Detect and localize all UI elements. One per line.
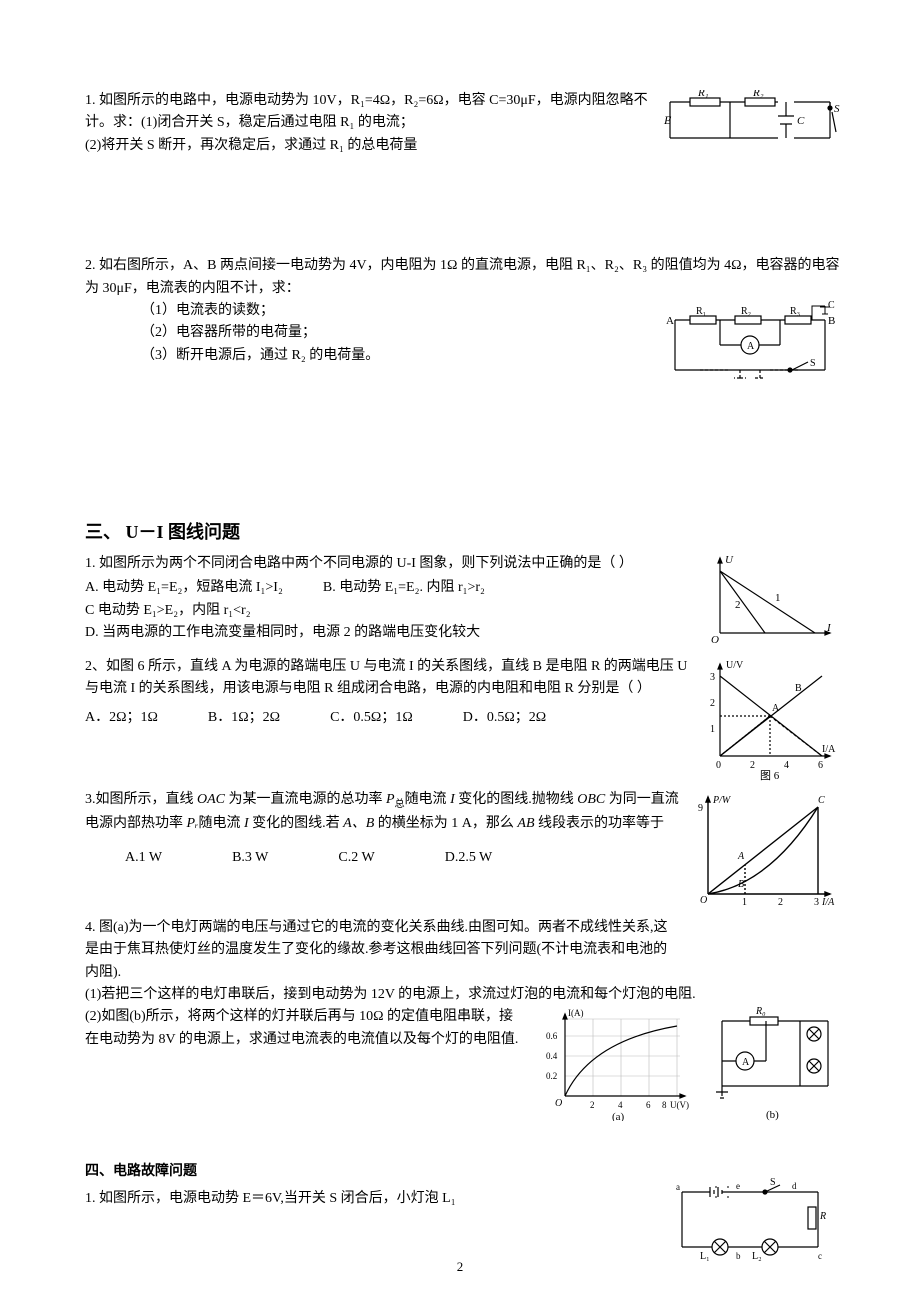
chart-line1: 1	[775, 592, 781, 604]
question-3-3: P/W I/A 9 A B C O 1 2 3 3.如图所示，直线 OAC 为某…	[85, 789, 840, 909]
R0: R₀	[755, 1006, 766, 1017]
t1: 1	[710, 724, 715, 735]
q1-line1: 1. 如图所示的电路中，电源电动势为 10V，R₁=4Ω，R₂=6Ω，电容 C=…	[85, 93, 648, 130]
question-3-2: U/V I/A 3 2 1 2 4 6 0 A B 图 6 2、如图 6 所示，…	[85, 656, 840, 781]
chart-U: U	[725, 554, 734, 566]
chart-line2: 2	[735, 599, 741, 611]
q33-C: C.2 W	[338, 847, 374, 869]
xlab: I/A	[821, 897, 835, 908]
pt-e: e	[736, 1181, 740, 1191]
section-3-title: 三、 U－I 图线问题	[85, 518, 840, 547]
label-Ameter: A	[747, 341, 755, 352]
x4: 4	[784, 760, 789, 771]
label-R2: R₂	[741, 306, 751, 317]
q1-line2: (2)将开关 S 断开，再次稳定后，求通过 R₁ 的总电荷量	[85, 138, 417, 153]
t3: 3	[710, 672, 715, 683]
capb: (b)	[766, 1109, 779, 1121]
q33-B: B.3 W	[232, 847, 268, 869]
x2: 2	[778, 897, 783, 908]
q2-circuit-diagram: A B R₁ R₂ R₃ C A S	[660, 300, 840, 400]
lbl-S: S	[770, 1177, 776, 1188]
x3: 3	[814, 897, 819, 908]
label-E: E	[663, 113, 672, 127]
cap: 图 6	[760, 769, 780, 781]
page-number: 2	[0, 1257, 920, 1278]
q2-sub3: （3）断开电源后，通过 R₂ 的电荷量。	[141, 345, 640, 367]
label-C: C	[797, 115, 805, 127]
x4: 4	[618, 1100, 623, 1110]
label-S: S	[810, 358, 816, 369]
Am: A	[742, 1057, 750, 1068]
question-2: 2. 如右图所示，A、B 两点间接一电动势为 4V，内电阻为 1Ω 的直流电源，…	[85, 255, 840, 400]
question-3-4: 4. 图(a)为一个电灯两端的电压与通过它的电流的变化关系曲线.由图可知。两者不…	[85, 917, 840, 1122]
ptC: C	[818, 795, 825, 806]
q34-chart-a: I(A) U(V) 0.2 0.4 0.6 O 2 4 6 8 (a)	[540, 1006, 695, 1121]
pt-a: a	[676, 1182, 680, 1192]
ptB: B	[738, 879, 744, 890]
x8: 8	[662, 1100, 667, 1110]
q2-sub2: （2）电容器所带的电荷量；	[141, 322, 640, 344]
svg-text:O: O	[711, 634, 719, 646]
label-R3: R₃	[790, 306, 800, 317]
question-1: 1. 如图所示的电路中，电源电动势为 10V，R₁=4Ω，R₂=6Ω，电容 C=…	[85, 90, 840, 157]
q41-circuit-diagram: a b c d e S R L₁ L₂	[670, 1177, 830, 1262]
chart-I: I	[826, 622, 832, 634]
q1-circuit-diagram: E R₁ R₂ C S	[660, 90, 840, 150]
q31-optA: A. 电动势 E₁=E₂，短路电流 I₁>I₂	[85, 577, 283, 599]
label-S: S	[834, 103, 840, 115]
label-A: A	[666, 315, 674, 327]
q33-chart: P/W I/A 9 A B C O 1 2 3	[690, 789, 840, 909]
y9: 9	[698, 803, 703, 814]
svg-text:0: 0	[716, 760, 721, 771]
x6: 6	[646, 1100, 651, 1110]
y02: 0.2	[546, 1071, 557, 1081]
capa: (a)	[612, 1111, 625, 1121]
x6: 6	[818, 760, 823, 771]
ptA: A	[737, 851, 745, 862]
lblB: B	[795, 683, 802, 694]
q32-A: A．2Ω；1Ω	[85, 707, 158, 729]
q2-sub1: （1）电流表的读数；	[141, 300, 640, 322]
q2-stem: 2. 如右图所示，A、B 两点间接一电动势为 4V，内电阻为 1Ω 的直流电源，…	[85, 255, 840, 300]
y06: 0.6	[546, 1031, 558, 1041]
q34-p2: (2)如图(b)所示，将两个这样的灯并联后再与 10Ω 的定值电阻串联，接在电动…	[85, 1006, 525, 1051]
q32-D: D．0.5Ω；2Ω	[463, 707, 546, 729]
label-R1: R₁	[696, 306, 706, 317]
y04: 0.4	[546, 1051, 558, 1061]
lbl-R: R	[819, 1211, 826, 1222]
q34-circuit-b: R₀ A (b)	[710, 1006, 840, 1121]
label-R1: R₁	[697, 90, 709, 99]
label-B: B	[828, 315, 835, 327]
t2: 2	[710, 698, 715, 709]
ylab: I(A)	[568, 1008, 584, 1018]
label-C: C	[828, 300, 835, 311]
ylab: P/W	[712, 795, 732, 806]
q34-p1: (1)若把三个这样的电灯串联后，接到电动势为 12V 的电源上，求流过灯泡的电流…	[85, 984, 840, 1006]
q34-stem: 4. 图(a)为一个电灯两端的电压与通过它的电流的变化关系曲线.由图可知。两者不…	[85, 917, 675, 984]
xlab: U(V)	[670, 1100, 689, 1110]
x2: 2	[590, 1100, 595, 1110]
pt-d: d	[792, 1181, 797, 1191]
question-3-1: U I 1 2 O 1. 如图所示为两个不同闭合电路中两个不同电源的 U-I 图…	[85, 553, 840, 648]
chart-ylab: U/V	[726, 660, 744, 671]
q33-A: A.1 W	[125, 847, 162, 869]
x1: 1	[742, 897, 747, 908]
x2: 2	[750, 760, 755, 771]
q31-optB: B. 电动势 E₁=E₂. 内阻 r₁>r₂	[323, 577, 485, 599]
O: O	[555, 1098, 562, 1109]
q31-chart: U I 1 2 O	[705, 553, 840, 648]
O: O	[700, 895, 707, 906]
q32-B: B．1Ω；2Ω	[208, 707, 280, 729]
label-R2: R₂	[752, 90, 764, 99]
lblA: A	[772, 703, 780, 714]
q32-C: C．0.5Ω；1Ω	[330, 707, 413, 729]
q32-chart: U/V I/A 3 2 1 2 4 6 0 A B 图 6	[700, 656, 840, 781]
chart-xlab: I/A	[822, 744, 836, 755]
q33-D: D.2.5 W	[445, 847, 493, 869]
